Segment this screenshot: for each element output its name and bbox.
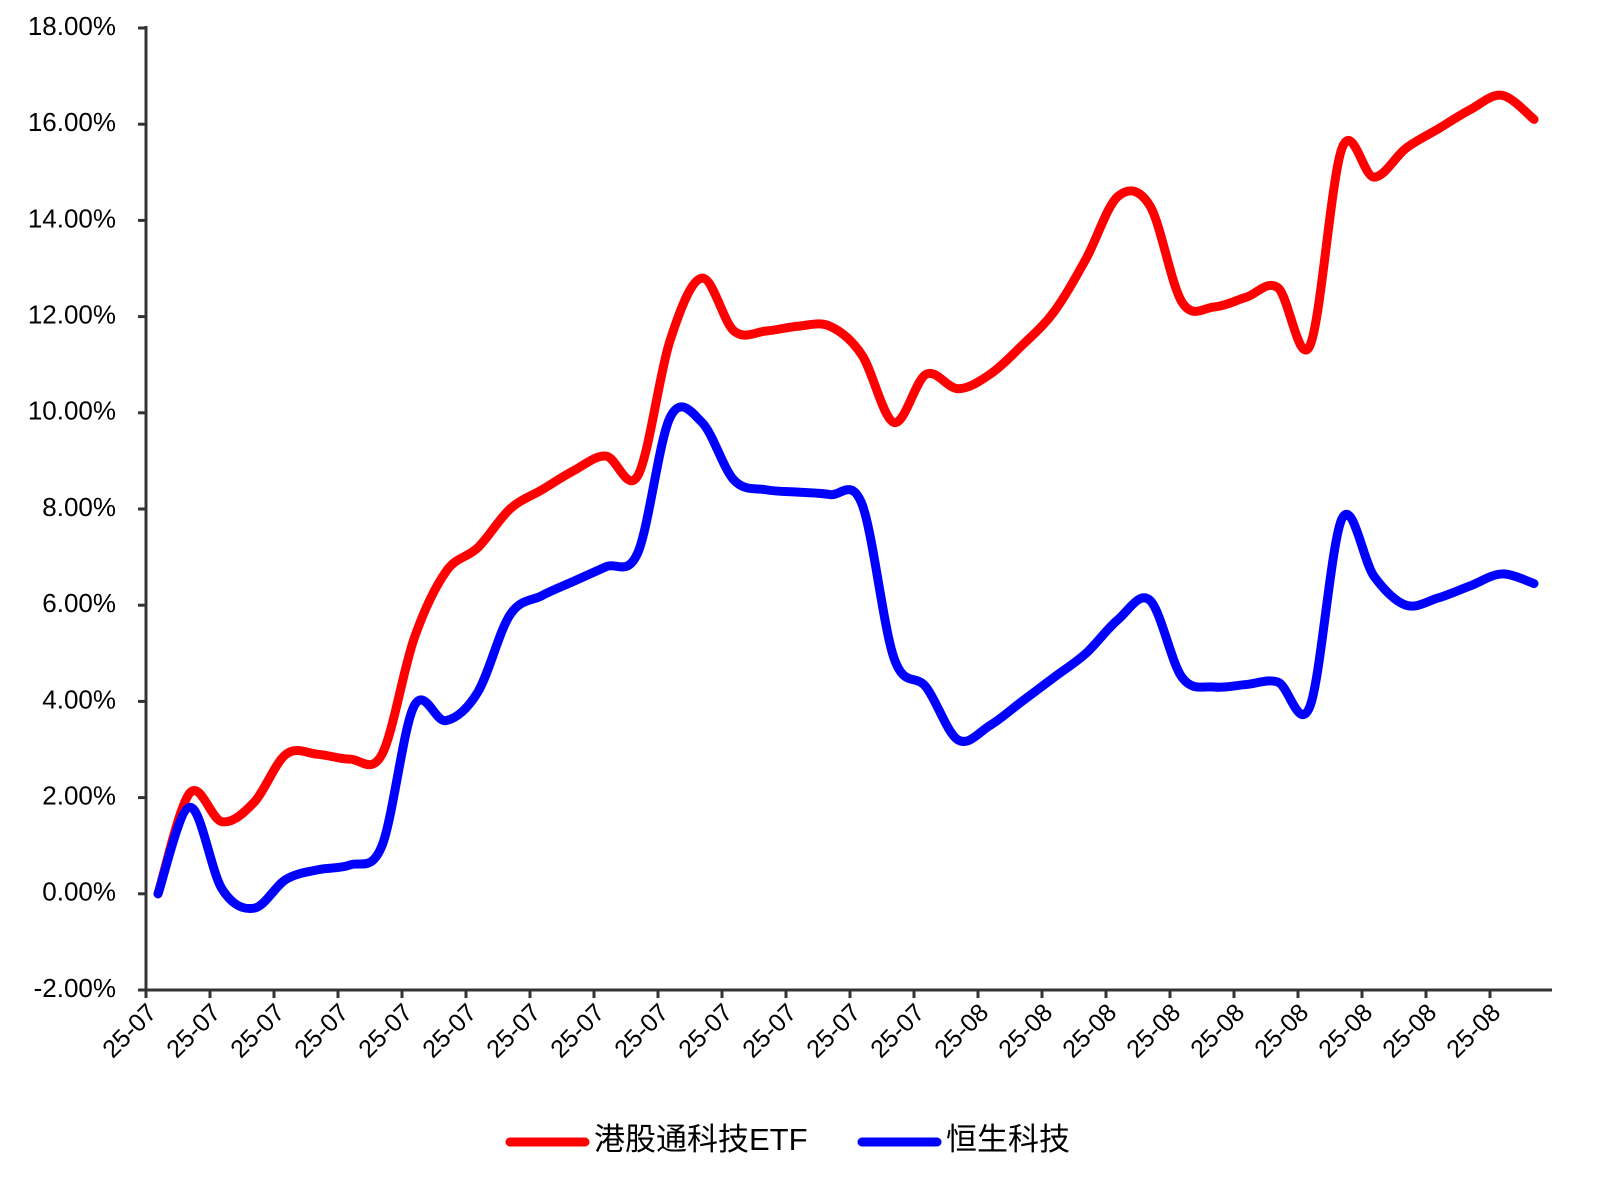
x-tick-label: 25-07: [865, 998, 930, 1063]
y-tick-label: 14.00%: [28, 203, 116, 233]
y-tick-label: 12.00%: [28, 299, 116, 329]
x-tick-label: 25-08: [1377, 998, 1442, 1063]
x-tick-label: 25-08: [1313, 998, 1378, 1063]
x-tick-label: 25-07: [97, 998, 162, 1063]
x-tick-label: 25-07: [417, 998, 482, 1063]
legend-label: 恒生科技: [946, 1122, 1070, 1157]
legend-label: 港股通科技ETF: [594, 1122, 808, 1157]
y-tick-label: -2.00%: [34, 973, 116, 1003]
x-tick-label: 25-07: [289, 998, 354, 1063]
y-tick-label: 10.00%: [28, 396, 116, 426]
y-tick-label: 2.00%: [42, 780, 116, 810]
x-tick-label: 25-08: [1121, 998, 1186, 1063]
x-tick-label: 25-08: [1057, 998, 1122, 1063]
x-tick-label: 25-07: [609, 998, 674, 1063]
y-tick-label: 18.00%: [28, 11, 116, 41]
x-tick-label: 25-07: [801, 998, 866, 1063]
x-tick-label: 25-08: [1441, 998, 1506, 1063]
x-tick-label: 25-07: [225, 998, 290, 1063]
y-tick-label: 16.00%: [28, 107, 116, 137]
x-tick-label: 25-08: [1185, 998, 1250, 1063]
x-tick-label: 25-08: [1249, 998, 1314, 1063]
x-tick-label: 25-07: [545, 998, 610, 1063]
series-line: [153, 90, 1539, 899]
x-tick-label: 25-07: [353, 998, 418, 1063]
y-tick-label: 4.00%: [42, 684, 116, 714]
x-tick-label: 25-08: [993, 998, 1058, 1063]
y-tick-label: 0.00%: [42, 877, 116, 907]
series-line: [153, 402, 1539, 914]
x-tick-label: 25-07: [673, 998, 738, 1063]
y-tick-label: 8.00%: [42, 492, 116, 522]
x-tick-label: 25-07: [481, 998, 546, 1063]
x-tick-label: 25-08: [929, 998, 994, 1063]
y-tick-label: 6.00%: [42, 588, 116, 618]
x-tick-label: 25-07: [737, 998, 802, 1063]
x-tick-label: 25-07: [161, 998, 226, 1063]
